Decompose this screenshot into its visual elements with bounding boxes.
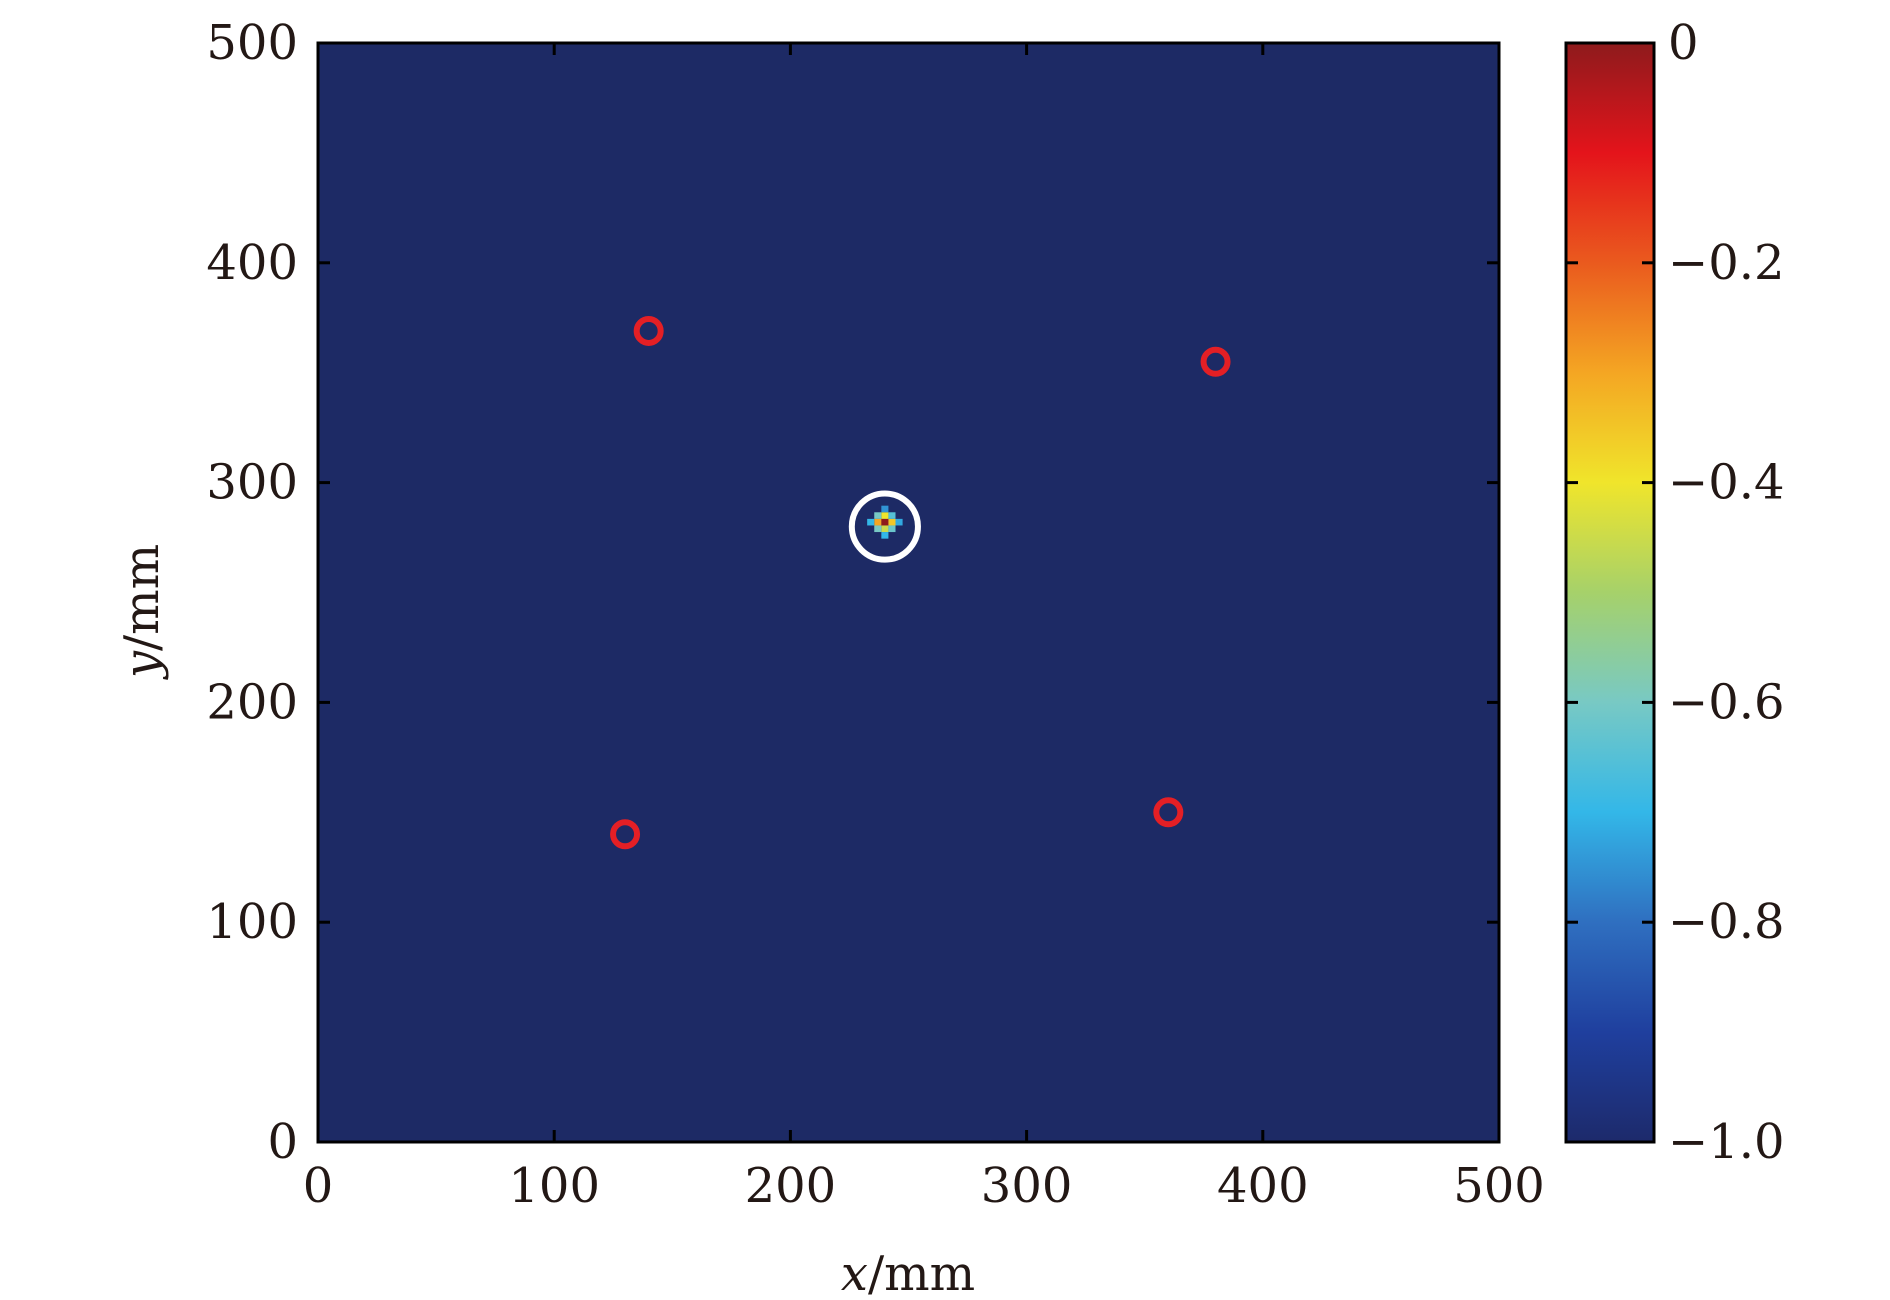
plot-area: [318, 43, 1499, 1142]
heatmap-cell: [874, 512, 882, 519]
x-tick-label: 100: [508, 1158, 600, 1214]
x-tick-label: 0: [303, 1158, 334, 1214]
sensor-marker: [1153, 797, 1184, 828]
sensor-marker: [1200, 346, 1231, 377]
x-tick-label: 500: [1453, 1158, 1545, 1214]
heatmap-cell: [895, 518, 903, 526]
colorbar-tick-label: −1.0: [1668, 1114, 1785, 1170]
heatmap-cell: [881, 532, 889, 539]
heatmap-cell: [867, 518, 875, 526]
sensor-marker: [610, 819, 641, 850]
y-axis-label: y/mm: [114, 544, 170, 680]
heatmap-cell: [888, 512, 896, 519]
overlay-markers: [610, 315, 1231, 850]
y-tick-labels: 0 100 200 300 400 500: [206, 15, 298, 1170]
sensor-marker: [633, 315, 664, 346]
plot-frame: [316, 41, 1501, 1144]
x-tick-label: 300: [981, 1158, 1073, 1214]
heatmap-cell: [881, 525, 889, 533]
y-tick-label: 0: [267, 1114, 298, 1170]
heatmap-cell: [881, 505, 889, 513]
x-tick-label: 200: [745, 1158, 837, 1214]
x-tick-label: 400: [1217, 1158, 1309, 1214]
colorbar-tick-labels: 0 −0.2 −0.4 −0.6 −0.8 −1.0: [1668, 15, 1785, 1170]
axis-ticks: [316, 41, 1501, 1144]
heatmap-cell: [888, 518, 896, 526]
heatmap-cell: [881, 512, 889, 519]
colorbar-tick-label: −0.4: [1668, 455, 1785, 511]
heatmap-cell: [874, 518, 882, 526]
colorbar-tick-label: −0.2: [1668, 235, 1785, 291]
heatmap-cell: [874, 525, 882, 533]
heatmap-cell: [881, 518, 889, 526]
colorbar-tick-label: −0.6: [1668, 674, 1785, 730]
y-tick-label: 500: [206, 15, 298, 71]
y-tick-label: 300: [206, 455, 298, 511]
y-tick-label: 200: [206, 674, 298, 730]
colorbar-tick-label: −0.8: [1668, 894, 1785, 950]
colorbar: [1564, 41, 1656, 1144]
x-tick-labels: 0 100 200 300 400 500: [303, 1158, 1545, 1214]
y-tick-label: 100: [206, 894, 298, 950]
heatmap-cell: [888, 525, 896, 533]
y-tick-label: 400: [206, 235, 298, 291]
x-axis-label: x/mm: [841, 1246, 975, 1300]
colorbar-tick-label: 0: [1668, 15, 1699, 71]
hotspot: [867, 505, 903, 539]
colorbar-ticks: [1566, 41, 1654, 1144]
highlight-circle: [848, 490, 921, 563]
